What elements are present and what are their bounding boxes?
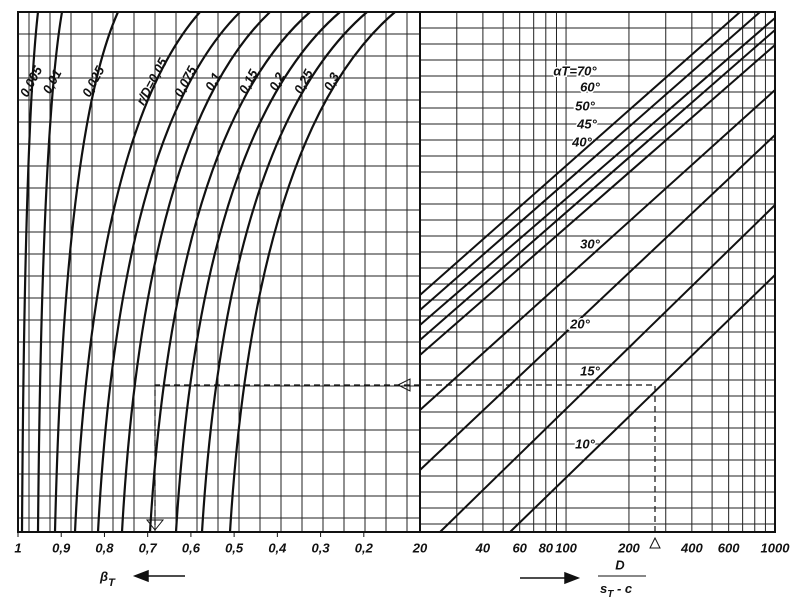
curve-label: 0,15 xyxy=(236,66,261,96)
x-tick-label: 400 xyxy=(680,540,703,555)
marker xyxy=(649,536,661,549)
x-tick-label: 600 xyxy=(718,540,740,555)
angle-label: 10° xyxy=(575,436,595,451)
curve-label: 0,075 xyxy=(171,63,200,99)
x-tick-label: 0,7 xyxy=(139,540,158,555)
x-tick-label: 0,3 xyxy=(312,540,331,555)
x-tick-label: 0,9 xyxy=(52,540,71,555)
angle-label: 40° xyxy=(571,134,592,149)
label-rest: - c xyxy=(613,581,633,596)
curve xyxy=(228,11,396,533)
angle-line xyxy=(419,29,776,341)
left-axis-label: βT xyxy=(99,569,116,588)
curve-label: 0,025 xyxy=(79,63,108,99)
arrow xyxy=(132,569,185,583)
angle-label: 20° xyxy=(569,316,590,331)
angle-label: 30° xyxy=(580,236,600,251)
angle-label: 15° xyxy=(580,363,600,378)
angle-label: 45° xyxy=(576,116,597,131)
angle-label: 50° xyxy=(575,98,595,113)
curve xyxy=(96,11,241,533)
label-sub: T xyxy=(607,589,614,600)
right-axis-label: sT - c xyxy=(600,581,633,599)
angle-label: αT=70° xyxy=(553,63,597,78)
curve-label: 0,3 xyxy=(320,69,342,93)
x-tick-label: 0,5 xyxy=(225,540,244,555)
example-path xyxy=(154,384,656,532)
label-sub: T xyxy=(108,577,116,589)
right-axis-label: D xyxy=(615,557,625,572)
angle-label: 60° xyxy=(580,79,600,94)
curve-label: 0,25 xyxy=(291,66,316,96)
angle-line xyxy=(419,89,776,411)
angle-line xyxy=(419,134,776,471)
label: β xyxy=(99,569,108,584)
angle-line xyxy=(419,17,776,326)
x-tick-label: 80 xyxy=(539,540,554,555)
curve xyxy=(36,11,64,533)
frame xyxy=(17,11,776,533)
x-tick-label: 200 xyxy=(617,540,640,555)
arrow xyxy=(520,571,581,585)
curve xyxy=(200,11,368,533)
marker xyxy=(396,378,411,392)
x-tick-label: 0,6 xyxy=(182,540,201,555)
curve xyxy=(20,11,40,533)
x-tick-label: 1000 xyxy=(761,540,791,555)
curve xyxy=(120,11,271,533)
curve xyxy=(53,11,120,533)
curve xyxy=(148,11,311,533)
x-tick-label: 60 xyxy=(512,540,527,555)
angle-line xyxy=(419,44,776,356)
curve xyxy=(174,11,341,533)
curve-label: 0,005 xyxy=(17,63,46,99)
x-tick-label: 0,4 xyxy=(268,540,287,555)
angle-line xyxy=(419,11,761,311)
angle-line xyxy=(439,204,776,533)
curve-label: 0,2 xyxy=(266,69,288,93)
x-tick-label: 1 xyxy=(14,540,21,555)
x-tick-label: 0,8 xyxy=(95,540,114,555)
angle-line xyxy=(509,274,776,533)
x-tick-label: 100 xyxy=(555,540,577,555)
x-tick-label: 20 xyxy=(412,540,428,555)
x-tick-label: 0,2 xyxy=(355,540,374,555)
label: s xyxy=(600,581,607,596)
curve xyxy=(73,11,201,533)
x-tick-label: 40 xyxy=(475,540,491,555)
angle-line xyxy=(419,11,741,296)
curve-label: 0,1 xyxy=(202,70,224,93)
